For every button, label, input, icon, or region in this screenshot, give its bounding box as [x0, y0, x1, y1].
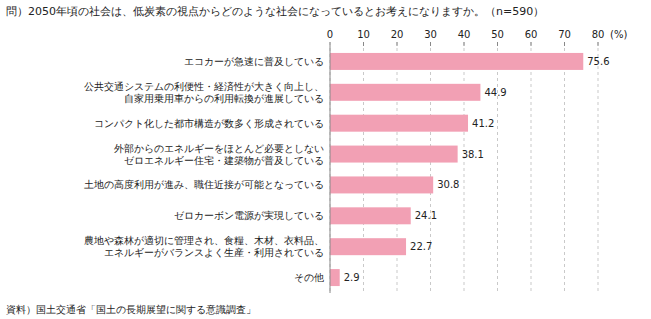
tick-label: 20	[391, 29, 404, 40]
bars	[330, 53, 583, 286]
data-label: 75.6	[587, 56, 609, 67]
grid-line	[330, 42, 331, 293]
tick-mark	[430, 42, 431, 46]
category-label-line: エネルギーがバランスよく生産・利用されている	[104, 247, 324, 258]
category-label: エコカーが急速に普及している	[184, 56, 324, 67]
data-labels: 75.6 44.9 41.2 38.1 30.8 24.1 22.7 2.9	[344, 56, 610, 283]
data-label: 24.1	[415, 210, 437, 221]
tick-mark	[397, 42, 398, 46]
x-axis: 0 10 20 30 40 50 60 70 80 (%)	[327, 29, 628, 293]
bar	[330, 269, 340, 286]
chart-svg: 問）2050年頃の社会は、低炭素の視点からどのような社会になっているとお考えにな…	[0, 0, 651, 319]
category-label-line: コンパクト化した都市構造が数多く形成されている	[94, 118, 324, 129]
category-label: コンパクト化した都市構造が数多く形成されている	[94, 118, 324, 129]
category-label: 公共交通システムの利便性・経済性が大きく向上し、自家用乗用車からの利用転換が進展…	[84, 81, 324, 104]
category-label-line: 外部からのエネルギーをほとんど必要としない	[114, 143, 324, 154]
tick-label: 70	[558, 29, 571, 40]
bar	[330, 146, 458, 163]
category-label: 農地や森林が適切に管理され、食糧、木材、衣料品、エネルギーがバランスよく生産・利…	[84, 235, 324, 258]
tick-label: 0	[327, 29, 333, 40]
y-axis-line	[330, 46, 331, 293]
source: 資料）国土交通省「国土の長期展望に関する意識調査」	[6, 304, 256, 315]
tick-mark	[531, 42, 532, 46]
grid-line	[397, 42, 398, 293]
category-label-line: エコカーが急速に普及している	[184, 56, 324, 67]
tick-mark	[363, 42, 364, 46]
tick-mark	[330, 42, 331, 46]
data-label: 41.2	[472, 118, 494, 129]
y-axis-labels: エコカーが急速に普及している公共交通システムの利便性・経済性が大きく向上し、自家…	[84, 56, 324, 283]
grid-line	[497, 42, 498, 293]
x-axis-label: (%)	[610, 29, 627, 40]
data-label: 38.1	[462, 149, 484, 160]
grid-line	[598, 42, 599, 293]
bar	[330, 115, 468, 132]
category-label-line: 農地や森林が適切に管理され、食糧、木材、衣料品、	[84, 235, 324, 246]
bar	[330, 207, 411, 224]
tick-mark	[598, 42, 599, 46]
grid-line	[464, 42, 465, 293]
bar	[330, 84, 480, 101]
tick-mark	[564, 42, 565, 46]
category-label-line: ゼロエネルギー住宅・建築物が普及している	[124, 155, 324, 166]
tick-label: 30	[424, 29, 437, 40]
bar	[330, 176, 433, 193]
data-label: 30.8	[437, 179, 459, 190]
tick-label: 10	[357, 29, 370, 40]
category-label: その他	[294, 272, 324, 283]
tick-label: 80	[592, 29, 605, 40]
category-label: 土地の高度利用が進み、職住近接が可能となっている	[84, 179, 324, 190]
category-label-line: 土地の高度利用が進み、職住近接が可能となっている	[84, 179, 324, 190]
grid-line	[363, 42, 364, 293]
data-label: 22.7	[410, 241, 432, 252]
tick-label: 60	[525, 29, 538, 40]
tick-mark	[497, 42, 498, 46]
tick-label: 50	[491, 29, 504, 40]
category-label-line: 自家用乗用車からの利用転換が進展している	[124, 93, 324, 104]
tick-label: 40	[458, 29, 471, 40]
bar	[330, 238, 406, 255]
tick-mark	[464, 42, 465, 46]
category-label: ゼロカーボン電源が実現している	[174, 210, 324, 221]
grid-line	[430, 42, 431, 293]
grid-line	[531, 42, 532, 293]
bar	[330, 53, 583, 70]
title: 問）2050年頃の社会は、低炭素の視点からどのような社会になっているとお考えにな…	[6, 5, 544, 18]
data-label: 2.9	[344, 272, 360, 283]
chart-container: 問）2050年頃の社会は、低炭素の視点からどのような社会になっているとお考えにな…	[0, 0, 651, 319]
data-label: 44.9	[484, 87, 506, 98]
category-label: 外部からのエネルギーをほとんど必要としないゼロエネルギー住宅・建築物が普及してい…	[114, 143, 324, 166]
category-label-line: 公共交通システムの利便性・経済性が大きく向上し、	[84, 81, 324, 92]
category-label-line: その他	[294, 272, 324, 283]
category-label-line: ゼロカーボン電源が実現している	[174, 210, 324, 221]
grid-line	[564, 42, 565, 293]
